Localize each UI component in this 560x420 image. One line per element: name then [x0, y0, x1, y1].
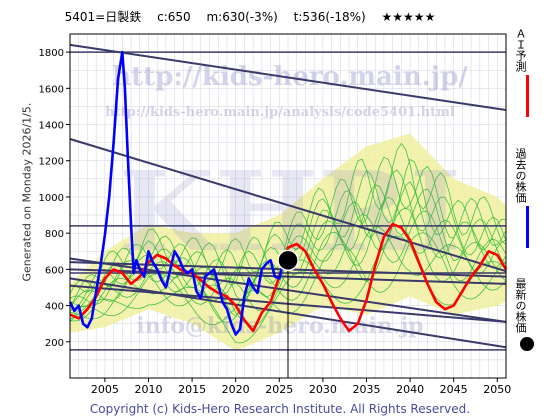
legend-label-forecast: ＡＩ予測 [514, 28, 527, 72]
current-price: c:650 [157, 10, 191, 24]
watermark-email: info@kids-hero.main.jp [136, 313, 423, 339]
rating-stars: ★★★★★ [381, 10, 436, 24]
target-forecast: t:536(-18%) [293, 10, 366, 24]
x-tick-label: 2010 [134, 383, 162, 396]
y-tick-label: 1200 [39, 157, 64, 168]
channel-line [69, 138, 507, 273]
y-tick-label: 1600 [39, 84, 64, 95]
legend-swatch-forecast [525, 75, 529, 117]
channel-line [69, 43, 507, 112]
watermark-analysis-url: http://kids-hero.main.jp/analysis/code54… [105, 105, 455, 120]
x-tick-label: 2050 [483, 383, 511, 396]
legend-label-latest: 最新の株価 [514, 278, 527, 333]
y-tick-label: 400 [45, 302, 64, 313]
series-lines [68, 50, 508, 336]
y-tick-label: 1400 [39, 121, 64, 132]
latest-price-marker [277, 249, 299, 378]
x-tick-label: 2005 [91, 383, 119, 396]
legend-label-past: 過去の株価 [514, 148, 527, 203]
y-tick-label: 1000 [39, 193, 64, 204]
y-tick-label: 1800 [39, 48, 64, 59]
x-tick-label: 2030 [309, 383, 337, 396]
y-tick-label: 800 [45, 229, 64, 240]
y-tick-label: 600 [45, 265, 64, 276]
x-tick-label: 2040 [396, 383, 424, 396]
legend-item-past: 過去の株価 [512, 148, 542, 248]
past-price-line [68, 50, 289, 336]
legend-swatch-past [525, 206, 529, 248]
ticker-label: 5401=日製鉄 [64, 10, 142, 24]
legend-dot-latest [520, 337, 534, 351]
x-tick-label: 2025 [265, 383, 293, 396]
axes: 2005 2010 2015 2020 2025 2030 2035 2040 2045 2050… [39, 33, 511, 396]
legend-item-forecast: ＡＩ予測 [512, 28, 542, 117]
generated-date-note: Generated on Monday 2026/1/5. [20, 102, 34, 282]
x-tick-label: 2020 [222, 383, 250, 396]
plot-frame [69, 33, 507, 379]
midterm-forecast: m:630(-3%) [206, 10, 278, 24]
latest-price-dot [277, 249, 299, 272]
y-tick-label: 200 [45, 338, 64, 349]
band-path [69, 142, 507, 293]
legend-item-latest: 最新の株価 [512, 278, 542, 351]
x-tick-label: 2015 [178, 383, 206, 396]
copyright-footer: Copyright (c) Kids-Hero Research Institu… [89, 402, 471, 416]
x-tick-label: 2035 [352, 383, 380, 396]
x-tick-label: 2045 [440, 383, 468, 396]
chart-header: 5401=日製鉄 c:650 m:630(-3%) t:536(-18%) ★★… [0, 8, 500, 25]
legend: ＡＩ予測 過去の株価 最新の株価 [512, 28, 542, 378]
